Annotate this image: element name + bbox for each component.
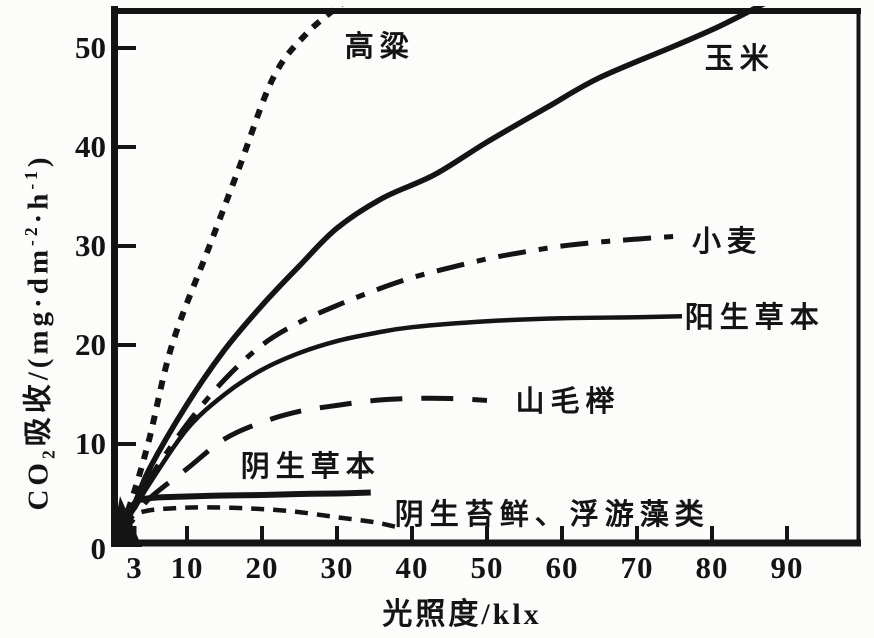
curve-shade-herbs [111, 489, 371, 543]
x-tick-label: 50 [470, 550, 504, 585]
y-tick-label: 30 [75, 228, 106, 263]
curve-label-sorghum: 高粱 [344, 31, 415, 64]
y-tick-label: 40 [75, 129, 106, 164]
curve-label-sun-herbs: 阳生草本 [684, 302, 825, 335]
curve-sun-herbs [111, 314, 683, 543]
curve-label-shade-moss-algae: 阴生苔鲜、浮游藻类 [394, 499, 710, 532]
x-tick-label: 20 [245, 550, 279, 585]
y-axis-title: CO2吸收/(mg·dm-2·h-1) [20, 153, 59, 511]
curve-wheat [111, 233, 679, 543]
curve-label-corn: 玉米 [704, 42, 775, 75]
y-tick-label: 0 [90, 531, 107, 566]
x-tick-label: 30 [320, 550, 354, 585]
curve-label-beech: 山毛榉 [515, 386, 621, 419]
x-tick-label: 70 [620, 550, 654, 585]
x-tick-label: 10 [170, 550, 204, 585]
curve-shade-moss-algae [111, 505, 398, 543]
x-tick-label: 40 [395, 550, 429, 585]
x-tick-label: 60 [545, 550, 579, 585]
x-tick-label: 3 [126, 550, 143, 585]
y-tick-label: 50 [75, 30, 106, 65]
curve-corn [111, 6, 766, 543]
x-tick-label: 80 [695, 550, 729, 585]
y-tick-label: 10 [75, 426, 106, 461]
x-axis-title: 光照度/klx [382, 598, 542, 631]
y-tick-label: 20 [75, 327, 106, 362]
x-tick-label: 90 [770, 550, 804, 585]
curve-label-wheat: 小麦 [691, 226, 763, 259]
curve-label-shade-herbs: 阴生草本 [240, 450, 381, 483]
curve-sorghum [111, 6, 344, 543]
